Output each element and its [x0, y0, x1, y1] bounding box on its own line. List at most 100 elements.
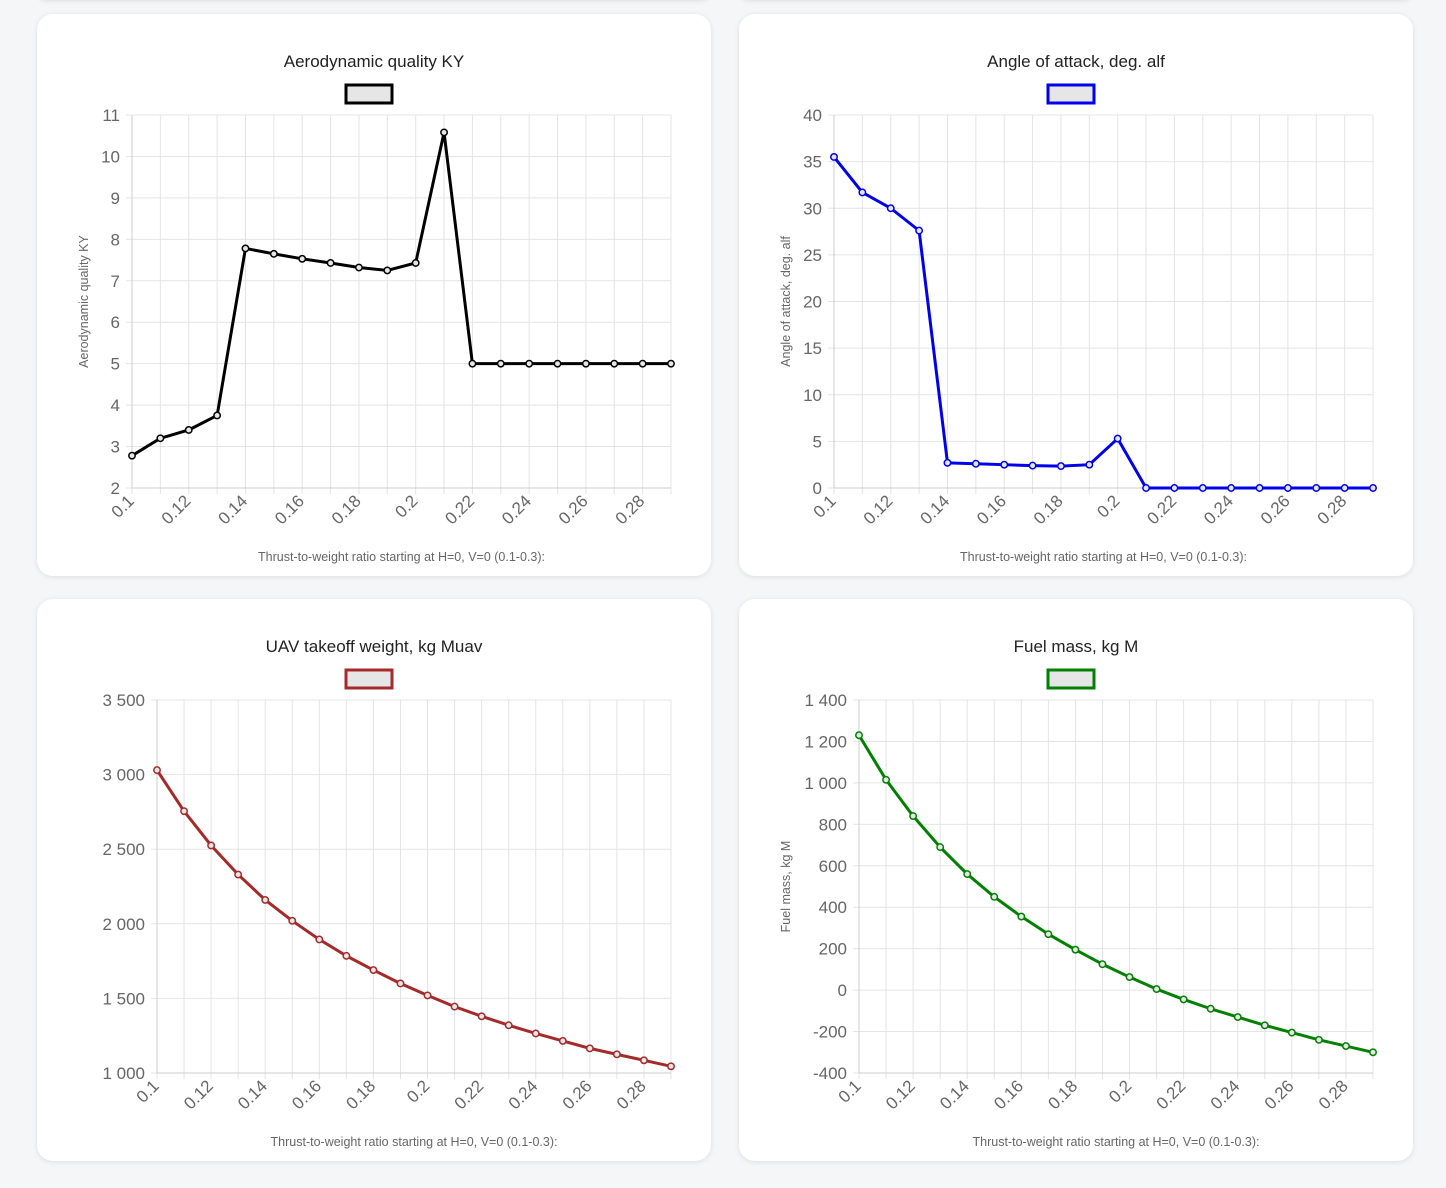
chart-title: Angle of attack, deg. alf: [987, 52, 1165, 71]
data-point: [396, 979, 405, 988]
y-tick-label: 2: [111, 479, 120, 498]
series-line-segment: [329, 261, 361, 270]
series-line-segment: [1059, 463, 1091, 468]
x-tick-label: 0.12: [882, 1076, 919, 1113]
data-point: [207, 841, 216, 850]
y-tick-label: 15: [803, 339, 822, 358]
series-line-segment: [385, 261, 418, 272]
data-point: [241, 244, 250, 253]
data-point: [882, 775, 891, 784]
data-point: [531, 1029, 540, 1038]
data-point: [612, 1050, 621, 1059]
data-point: [1179, 995, 1188, 1004]
series-line-segment: [357, 266, 389, 272]
data-point: [450, 1002, 459, 1011]
data-point: [180, 807, 189, 816]
series-line-segment: [911, 814, 942, 849]
series-line-segment: [263, 898, 294, 923]
series-line-segment: [215, 246, 247, 417]
series-line-segment: [1046, 932, 1077, 952]
y-tick-label: 25: [803, 246, 822, 265]
data-point: [369, 966, 378, 975]
x-axis-label: Thrust-to-weight ratio starting at H=0, …: [960, 550, 1247, 564]
series-line-segment: [974, 462, 1006, 467]
y-tick-label: 600: [819, 857, 847, 876]
data-point: [1255, 484, 1264, 492]
x-tick-label: 0.22: [1143, 491, 1180, 528]
data-point: [1017, 912, 1026, 921]
data-point: [1028, 461, 1037, 470]
series-line-segment: [442, 130, 474, 366]
data-point: [936, 843, 945, 852]
x-tick-label: 0.16: [973, 491, 1010, 528]
x-tick-label: 0.26: [1257, 491, 1294, 528]
x-tick-label: 0.28: [613, 1076, 650, 1113]
data-point: [354, 263, 363, 272]
data-point: [638, 359, 647, 368]
data-point: [558, 1036, 567, 1045]
series-line-segment: [917, 229, 949, 465]
x-tick-label: 0.12: [158, 491, 195, 528]
data-point: [610, 359, 619, 368]
series-line-segment: [965, 872, 996, 899]
series-line-segment: [1128, 975, 1159, 991]
x-tick-label: 0.14: [936, 1076, 973, 1113]
data-point: [855, 731, 863, 740]
x-tick-label: 0.24: [498, 491, 535, 528]
legend-swatch: [344, 668, 394, 690]
chart-card-takeoff-weight: 1 000 1 500 2 000 2 500 3 000 3 500 0.1 0.12 0.1…: [37, 599, 711, 1161]
x-tick-label: 0.18: [342, 1076, 379, 1113]
series-line-segment: [243, 246, 276, 256]
series-line-segment: [414, 130, 446, 265]
data-point: [1098, 960, 1107, 969]
data-point: [581, 359, 590, 368]
series-line-segment: [507, 1023, 538, 1035]
series-line-segment: [1019, 915, 1050, 936]
chart-title: Aerodynamic quality KY: [284, 52, 464, 71]
data-point: [915, 226, 924, 235]
x-tick-label: 0.18: [1044, 1076, 1081, 1113]
x-tick-label: 0.28: [1315, 1076, 1352, 1113]
x-tick-label: 0.26: [1261, 1076, 1298, 1113]
series-line-segment: [290, 919, 321, 941]
y-tick-label: 3 000: [102, 766, 145, 785]
x-axis-label: Thrust-to-weight ratio starting at H=0, …: [271, 1135, 558, 1149]
data-point: [153, 766, 161, 775]
series-line-segment: [344, 954, 375, 972]
chart-card-angle-of-attack: 0 5 10 15 20 25 30 35 40 0.1 0.12 0.14 0.16 0.18 0.2 0.…: [739, 14, 1413, 576]
y-tick-label: 1 500: [102, 989, 145, 1008]
data-point: [639, 1056, 648, 1065]
data-point: [585, 1044, 594, 1053]
data-point: [477, 1012, 486, 1021]
data-point: [440, 128, 449, 137]
data-point: [269, 249, 278, 258]
data-point: [909, 812, 918, 820]
data-point: [1369, 484, 1377, 492]
data-point: [423, 991, 432, 1000]
x-tick-label: 0.2: [391, 491, 421, 521]
data-point: [326, 259, 335, 267]
data-point: [667, 359, 675, 368]
y-tick-label: 3 500: [102, 691, 145, 710]
x-tick-label: 0.18: [328, 491, 365, 528]
series-line-segment: [1263, 1023, 1294, 1035]
data-point: [411, 259, 420, 267]
series-line-segment: [371, 968, 402, 985]
x-axis-label: Thrust-to-weight ratio starting at H=0, …: [973, 1135, 1260, 1149]
series-line-segment: [398, 981, 430, 997]
x-tick-label: 0.16: [288, 1076, 325, 1113]
y-tick-label: 10: [101, 147, 120, 166]
x-tick-label: 0.12: [860, 491, 897, 528]
x-tick-label: 0.22: [451, 1076, 488, 1113]
data-point: [1260, 1021, 1269, 1030]
series-line-segment: [857, 733, 888, 782]
series-line-segment: [1087, 437, 1120, 467]
series-line-segment: [187, 413, 219, 432]
series-line-segment: [300, 257, 333, 265]
series-line-segment: [1100, 962, 1132, 979]
y-tick-label: 800: [819, 815, 847, 834]
data-point: [315, 935, 324, 944]
y-tick-label: 1 000: [102, 1064, 145, 1083]
y-tick-label: 11: [102, 106, 120, 125]
